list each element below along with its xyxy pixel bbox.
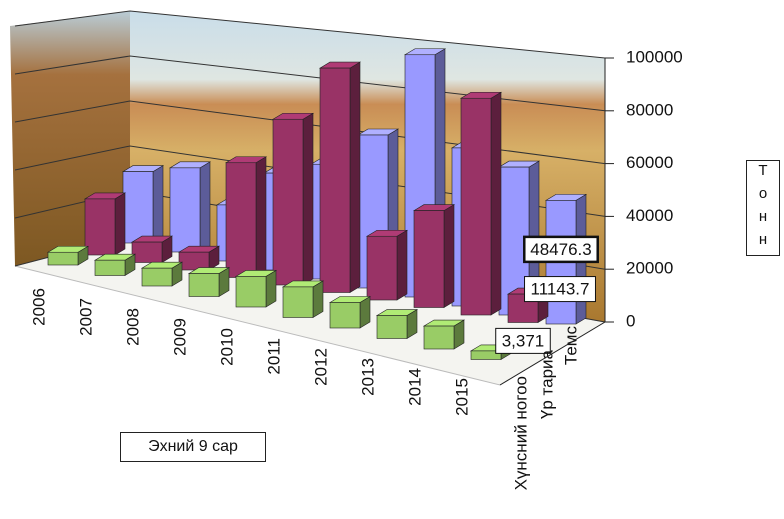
- bar: [47, 251, 79, 266]
- bar: [225, 162, 257, 278]
- annotation: Эхний 9 сар: [120, 432, 266, 462]
- bar-side: [152, 165, 164, 244]
- bar-side: [490, 91, 502, 316]
- y-tick-label: 80000: [626, 100, 673, 119]
- y-tick-label: 0: [626, 311, 635, 330]
- data-label-box: [523, 235, 599, 264]
- bar-side: [265, 269, 277, 308]
- bar: [413, 210, 445, 308]
- bar-side: [302, 112, 314, 286]
- bar: [122, 171, 154, 244]
- bar: [366, 235, 398, 301]
- bar-side: [443, 204, 455, 309]
- depth-axis: [499, 321, 606, 386]
- data-label-box: [524, 276, 596, 303]
- bar: [272, 118, 304, 286]
- y-tick-label: 20000: [626, 259, 673, 278]
- bar: [470, 350, 502, 360]
- x-tick-label: 2010: [217, 328, 236, 366]
- bar: [141, 267, 173, 287]
- series-label: Темс: [561, 326, 580, 366]
- bar: [460, 97, 492, 316]
- data-label: 3,371: [502, 331, 545, 350]
- data-label-box: [495, 327, 551, 354]
- y-tick-label: 60000: [626, 153, 673, 172]
- bar: [169, 167, 201, 253]
- bar-side: [312, 280, 324, 319]
- bar-side: [396, 229, 408, 301]
- x-tick-label: 2012: [311, 348, 330, 386]
- bar: [131, 241, 163, 263]
- y-axis-title: Тонн: [746, 160, 780, 256]
- bar: [329, 302, 361, 329]
- bar: [319, 67, 351, 293]
- data-label: 11143.7: [531, 280, 590, 299]
- grid-line: [14, 100, 606, 165]
- y-tick-label: 100000: [626, 47, 683, 66]
- x-tick-label: 2013: [358, 358, 377, 396]
- x-tick-label: 2015: [452, 378, 471, 416]
- x-tick-label: 2009: [170, 318, 189, 356]
- grid-line: [14, 55, 606, 112]
- grid-line: [14, 145, 606, 217]
- x-tick-label: 2008: [123, 308, 142, 346]
- x-tick-label: 2006: [29, 288, 48, 326]
- bar: [178, 251, 210, 271]
- bar-side: [255, 156, 267, 279]
- bar: [188, 273, 220, 297]
- x-tick-label: 2007: [76, 298, 95, 336]
- bar: [423, 325, 455, 350]
- data-label: 48476.3: [530, 240, 591, 259]
- y-tick-label: 40000: [626, 206, 673, 225]
- series-label: Үр тариа: [537, 349, 556, 419]
- bar: [282, 286, 314, 318]
- grid-line: [14, 10, 606, 59]
- bar: [84, 198, 116, 256]
- bar-side: [114, 192, 126, 256]
- bar-side: [199, 161, 211, 253]
- x-tick-label: 2011: [264, 338, 283, 375]
- bar: [235, 276, 267, 308]
- bar: [376, 315, 408, 339]
- x-tick-label: 2014: [405, 368, 424, 406]
- series-label: Хүнсний ногоо: [511, 376, 530, 490]
- bar-side: [349, 61, 361, 294]
- bar: [94, 259, 126, 276]
